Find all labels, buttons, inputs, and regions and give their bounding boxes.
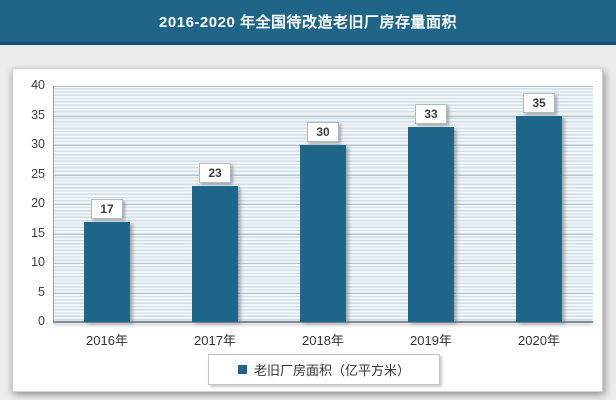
chart-title: 2016-2020 年全国待改造老旧厂房存量面积: [159, 13, 457, 31]
x-tick-label: 2017年: [194, 333, 236, 348]
legend-marker-icon: [237, 365, 247, 374]
x-axis-line: [53, 321, 593, 323]
y-tick-label: 40: [31, 78, 45, 92]
y-tick-label: 30: [31, 137, 45, 151]
value-label-2017年: 23: [199, 163, 231, 184]
x-tick-label: 2016年: [86, 333, 128, 348]
bar-2018年: [300, 145, 346, 322]
y-tick-label: 15: [31, 225, 45, 240]
bar-2019年: [408, 127, 454, 322]
y-tick-label: 5: [38, 284, 45, 299]
gridline-40: [53, 86, 593, 87]
y-tick-label: 10: [31, 255, 45, 269]
value-label-2018年: 30: [307, 122, 339, 142]
gridline-35: [53, 115, 593, 117]
bar-2020年: [516, 115, 562, 322]
bar-2016年: [84, 221, 130, 322]
x-tick-label: 2019年: [410, 333, 452, 348]
bar-2017年: [192, 186, 238, 322]
chart-panel: 老旧厂房面积（亿平方米） 0 5 10 15 20 25 30 35 40 17 2016年 23 20…: [12, 68, 603, 392]
y-tick-label: 20: [31, 196, 45, 210]
y-tick-label: 35: [31, 107, 45, 122]
x-tick-label: 2018年: [302, 333, 344, 348]
chart-title-banner: 2016-2020 年全国待改造老旧厂房存量面积: [0, 0, 616, 45]
legend: 老旧厂房面积（亿平方米）: [208, 354, 440, 385]
y-axis-line: [53, 86, 54, 322]
y-tick-label: 25: [31, 166, 45, 181]
value-label-2019年: 33: [415, 104, 447, 125]
value-label-2020年: 35: [523, 92, 555, 113]
y-tick-label: 0: [38, 314, 45, 328]
value-label-2016年: 17: [91, 198, 123, 219]
legend-label: 老旧厂房面积（亿平方米）: [253, 363, 410, 378]
x-tick-label: 2020年: [518, 333, 560, 348]
